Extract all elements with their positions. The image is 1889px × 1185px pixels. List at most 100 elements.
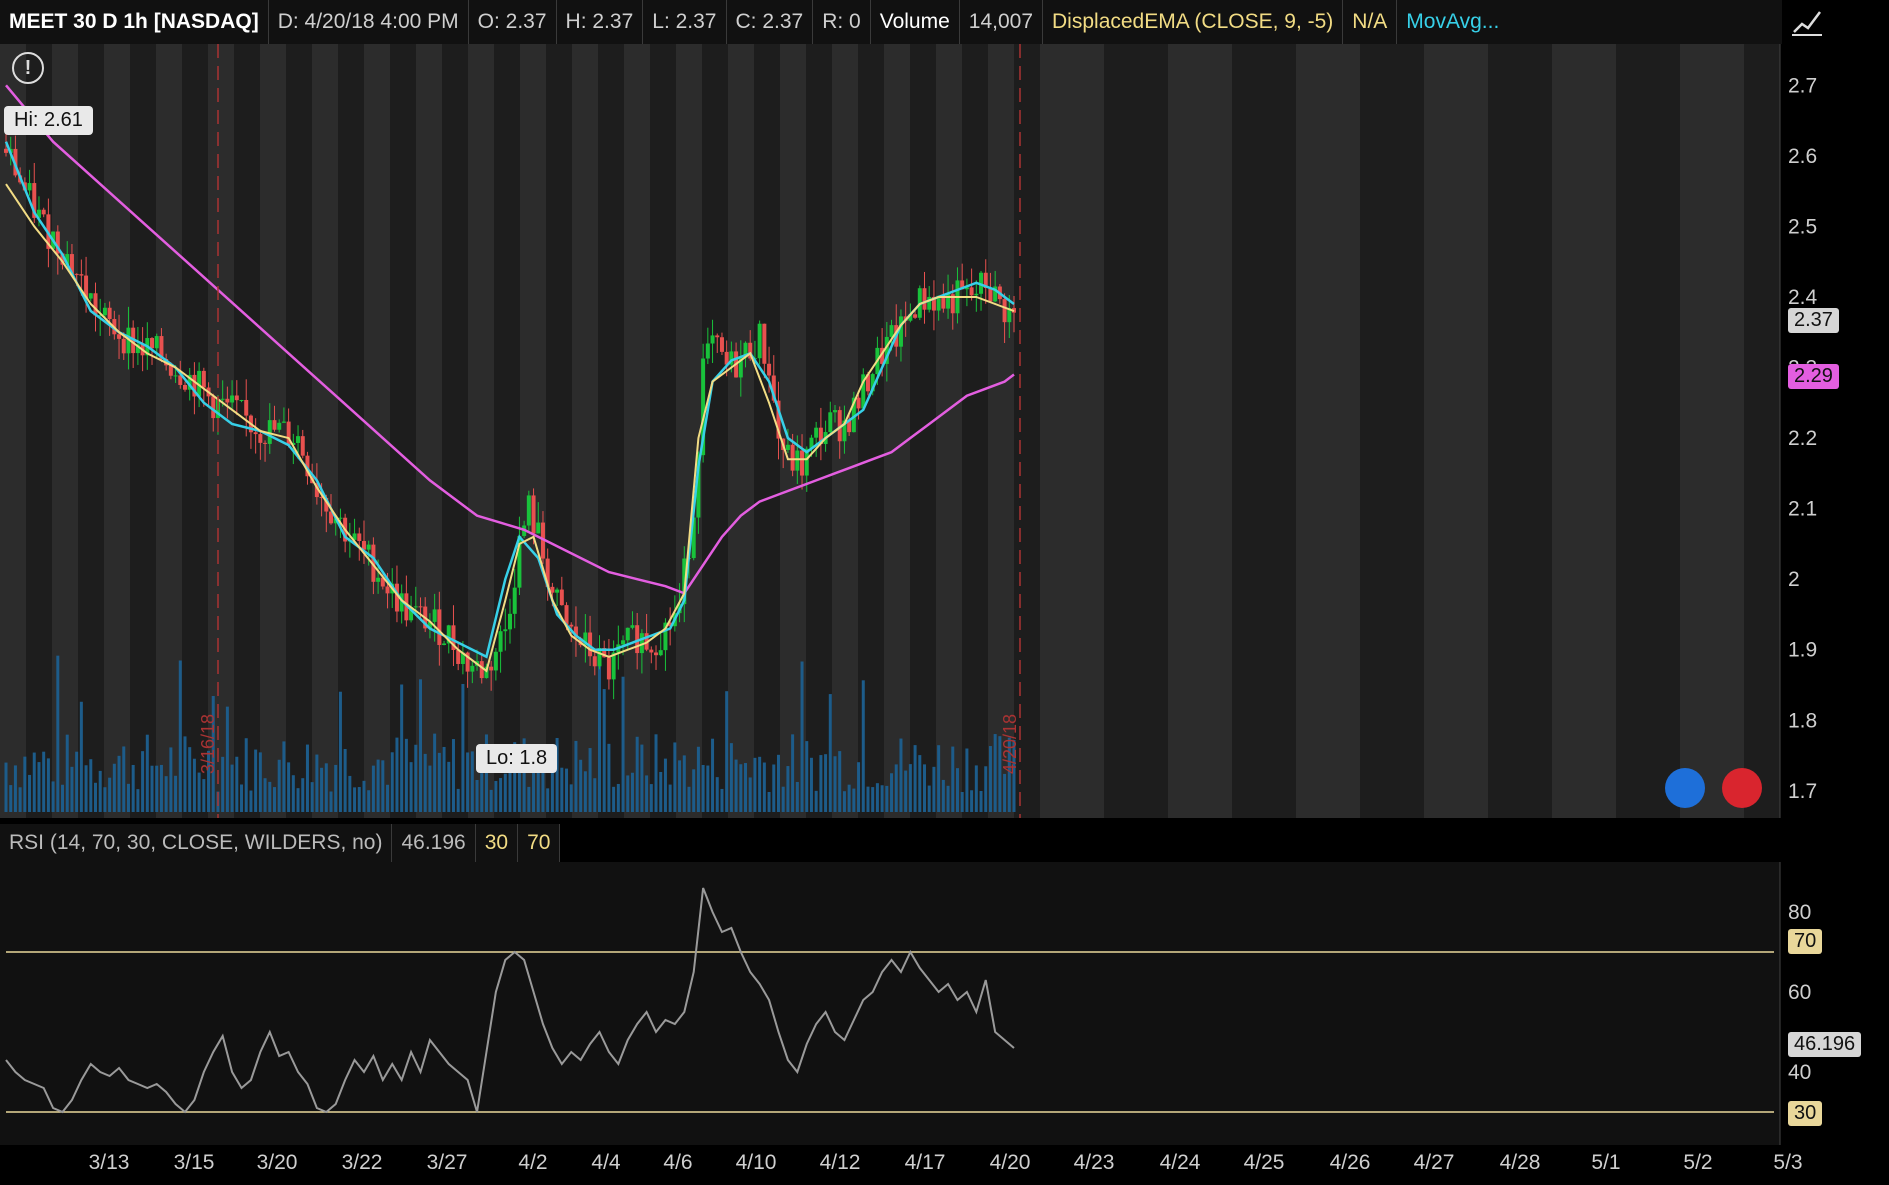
volume-bar <box>659 771 663 812</box>
volume-bar <box>65 734 69 812</box>
candle-body <box>253 432 258 435</box>
volume-bar <box>371 765 375 812</box>
volume-bar <box>489 789 493 812</box>
volume-bar <box>890 773 894 812</box>
volume-bar <box>263 778 267 812</box>
candle-body <box>884 336 889 364</box>
candle-body <box>484 666 489 679</box>
price-chart[interactable]: 3/16/18 4/20/18 2.72.62.52.42.32.22.121.… <box>0 44 1889 818</box>
volume-bar <box>762 762 766 812</box>
close-label: C: 2.37 <box>727 0 814 44</box>
volume-bar <box>46 758 50 812</box>
volume-bar <box>291 775 295 812</box>
volume-bar <box>433 733 437 812</box>
volume-bar <box>42 751 46 812</box>
session-stripe <box>130 44 156 818</box>
volume-bar <box>240 784 244 812</box>
candle-body <box>743 342 748 358</box>
volume-bar <box>32 752 36 812</box>
volume-label[interactable]: Volume <box>871 0 960 44</box>
time-tick: 4/28 <box>1499 1151 1541 1174</box>
session-stripe <box>1424 44 1488 818</box>
volume-bar <box>150 765 154 812</box>
volume-bar <box>390 752 394 812</box>
rsi-30-badge: 30 <box>1788 1101 1823 1126</box>
volume-bar <box>701 765 705 812</box>
candle-body <box>192 374 197 397</box>
symbol-label[interactable]: MEET 30 D 1h [NASDAQ] <box>0 0 269 44</box>
candle-body <box>705 343 710 359</box>
candle-body <box>946 294 951 309</box>
volume-bar <box>451 739 455 812</box>
volume-bar <box>814 790 818 812</box>
session-stripe <box>78 44 104 818</box>
volume-bar <box>221 756 225 812</box>
volume-bar <box>367 790 371 812</box>
session-stripe <box>1104 44 1168 818</box>
volume-bar <box>343 748 347 812</box>
time-tick: 4/26 <box>1329 1151 1371 1174</box>
phone-icon[interactable] <box>1722 768 1762 808</box>
volume-bar <box>536 767 540 812</box>
candle-body <box>376 577 381 582</box>
candle-body <box>729 351 734 365</box>
rsi-value-badge: 46.196 <box>1788 1032 1862 1057</box>
session-stripe <box>468 44 494 818</box>
alert-icon[interactable]: ! <box>12 52 44 84</box>
volume-bar <box>621 676 625 812</box>
time-tick: 4/27 <box>1413 1151 1455 1174</box>
candle-body <box>630 625 635 628</box>
volume-bar <box>188 747 192 812</box>
volume-bar <box>75 751 79 812</box>
volume-bar <box>885 785 889 812</box>
volume-bar <box>230 764 234 812</box>
price-tick: 2 <box>1788 568 1800 591</box>
candle-body <box>508 613 512 630</box>
volume-bar <box>437 752 441 812</box>
session-stripe <box>312 44 338 818</box>
volume-bar <box>875 783 879 812</box>
volume-bar <box>466 752 470 812</box>
candle-body <box>588 632 593 657</box>
volume-bar <box>800 661 804 812</box>
candle-body <box>371 544 376 582</box>
volume-bar <box>809 757 813 812</box>
candle-body <box>762 323 767 364</box>
rsi-chart[interactable]: 80 60 40 <box>0 862 1889 1145</box>
candle-body <box>865 374 870 392</box>
session-stripe <box>520 44 546 818</box>
rsi-line <box>5 887 1015 1114</box>
volume-bar <box>635 736 639 812</box>
candle-body <box>748 342 753 359</box>
volume-bar <box>734 759 738 812</box>
volume-bar <box>847 784 851 812</box>
session-stripe <box>676 44 702 818</box>
candle-body <box>964 287 969 290</box>
volume-bar <box>678 760 682 812</box>
session-stripe <box>1680 44 1744 818</box>
price-tick: 2.1 <box>1788 498 1817 521</box>
candle-body <box>941 295 946 309</box>
volume-bar <box>89 759 93 812</box>
candle-body <box>771 375 776 401</box>
ema-study-label[interactable]: DisplacedEMA (CLOSE, 9, -5) <box>1043 0 1344 44</box>
volume-bar <box>682 755 686 812</box>
session-stripe <box>962 44 988 818</box>
lightbulb-icon[interactable] <box>1665 768 1705 808</box>
volume-bar <box>484 734 488 812</box>
candle-body <box>856 397 861 409</box>
rsi-label[interactable]: RSI (14, 70, 30, CLOSE, WILDERS, no) <box>0 824 393 862</box>
price-tick: 2.4 <box>1788 286 1818 309</box>
last-price-badge: 2.37 <box>1788 308 1839 333</box>
candle-body <box>602 648 607 658</box>
price-tick: 1.7 <box>1788 780 1817 803</box>
volume-bar <box>960 791 964 812</box>
volume-bar <box>663 758 667 812</box>
candle-body <box>682 558 687 605</box>
session-stripe <box>546 44 572 818</box>
movavg-study-label[interactable]: MovAvg... <box>1406 10 1500 33</box>
candle-body <box>649 649 654 653</box>
chart-style-icon[interactable] <box>1790 6 1824 38</box>
candle-body <box>338 517 343 519</box>
candle-body <box>404 593 409 621</box>
